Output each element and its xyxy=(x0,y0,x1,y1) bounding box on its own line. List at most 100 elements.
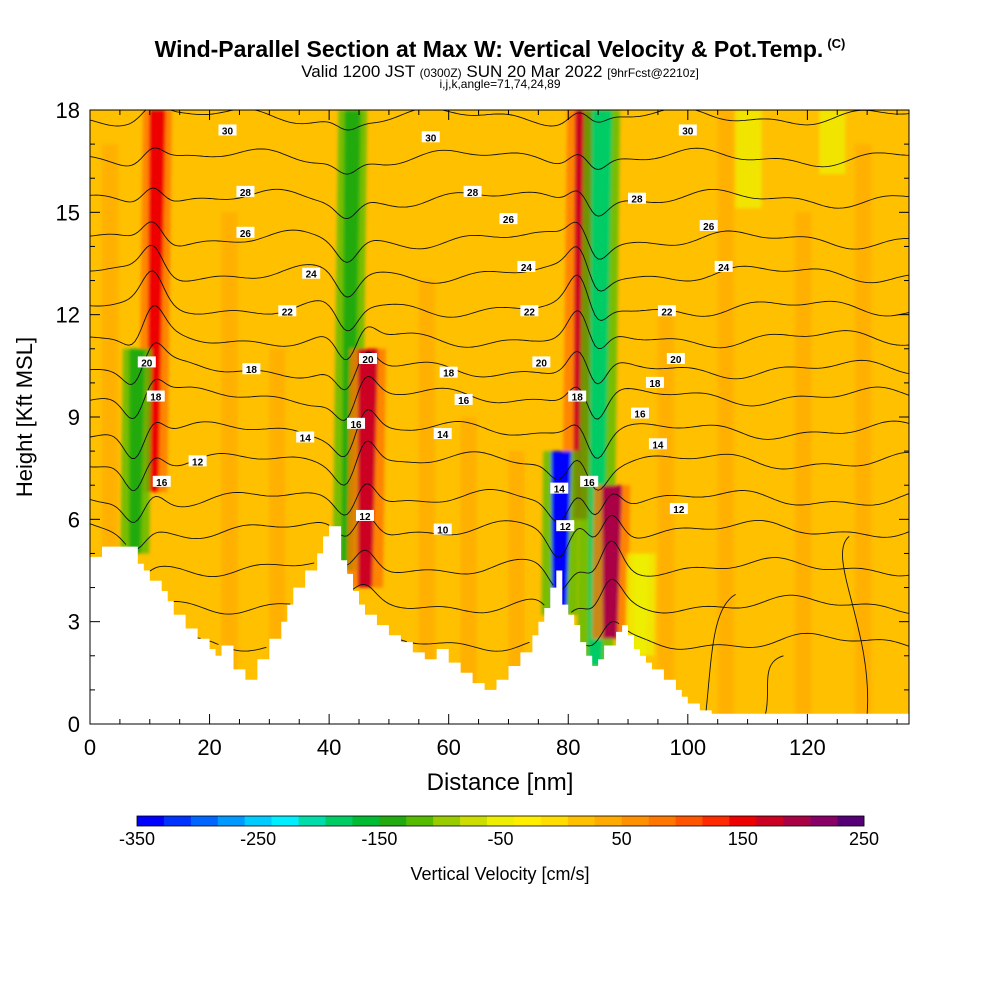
contour-label-bg xyxy=(454,393,473,405)
contour-label-text: 12 xyxy=(560,522,572,533)
field-patch xyxy=(819,110,846,175)
contour-label-text: 28 xyxy=(631,195,643,206)
contour-label-bg xyxy=(347,417,366,429)
contour-label-text: 16 xyxy=(458,396,470,407)
contour-label-text: 16 xyxy=(156,478,168,489)
contour-label-text: 16 xyxy=(350,420,362,431)
contour-label: 18 xyxy=(568,390,587,404)
y-tick-label: 6 xyxy=(68,507,80,532)
contour-label-bg xyxy=(669,503,688,515)
weak_downdraft xyxy=(633,553,650,656)
updraft xyxy=(357,348,378,588)
theta-contour-2 xyxy=(197,620,909,652)
colorbar-tick-label: -350 xyxy=(119,829,155,849)
colorbar-segment xyxy=(783,816,811,826)
field-patch xyxy=(855,144,872,724)
colorbar-tick-label: 150 xyxy=(728,829,758,849)
contour-label: 20 xyxy=(532,356,551,369)
contour-label-bg xyxy=(550,482,569,494)
contour-label-bg xyxy=(699,219,718,231)
contour-label-text: 16 xyxy=(584,478,596,489)
colorbar-tick-label: -50 xyxy=(487,829,513,849)
contour-label-bg xyxy=(433,523,452,535)
contour-label-text: 22 xyxy=(661,307,673,318)
contour-label-text: 18 xyxy=(572,393,584,404)
contour-label-bg xyxy=(648,438,667,450)
contour-label: 24 xyxy=(517,260,536,274)
contour-label-text: 26 xyxy=(503,215,515,226)
y-tick-label: 3 xyxy=(68,610,80,635)
colorbar-segment xyxy=(137,816,165,826)
colorbar-segment xyxy=(406,816,434,826)
contour-label-bg xyxy=(556,520,575,532)
colorbar-segment xyxy=(271,816,299,826)
colorbar-segment xyxy=(648,816,676,826)
colorbar: -350 -250 -150 -50 50 150 250 xyxy=(119,815,879,849)
terrain xyxy=(90,526,909,724)
colorbar-segment xyxy=(487,816,515,826)
field-patch xyxy=(221,212,238,724)
contour-label: 22 xyxy=(278,305,297,318)
colorbar-segment xyxy=(675,816,703,826)
colorbar-segment xyxy=(621,816,649,826)
colorbar-label: Vertical Velocity [cm/s] xyxy=(410,864,589,884)
theta-contour-10 xyxy=(90,483,909,523)
contour-label-bg xyxy=(137,356,156,368)
x-tick-label: 80 xyxy=(556,735,580,760)
y-tick-label: 12 xyxy=(56,303,80,328)
theta-contour-labels: 20 18 16 12 30 28 26 24 22 18 14 16 20 12 30 28 26 24 22 18… xyxy=(137,124,733,537)
colorbar-segment xyxy=(379,816,407,826)
field-patch xyxy=(657,314,674,724)
contour-label-text: 12 xyxy=(192,457,204,468)
contour-label-bg xyxy=(580,475,599,487)
contour-label-text: 28 xyxy=(240,188,252,199)
contour-label-bg xyxy=(666,353,685,365)
theta-contour-vertical xyxy=(705,593,736,714)
y-axis-label: Height [Kft MSL] xyxy=(12,337,37,497)
theta-contour-16 xyxy=(90,375,909,421)
contour-label: 26 xyxy=(699,219,718,233)
subtitle-utc: (0300Z) xyxy=(419,66,462,80)
colorbar-tick-label: 50 xyxy=(612,829,632,849)
colorbar-segment xyxy=(190,816,219,826)
axes: 0 20 40 60 80 100 120 0 3 6 9 12 15 18 xyxy=(56,98,909,760)
x-axis-label: Distance [nm] xyxy=(427,769,574,796)
x-tick-label: 20 xyxy=(197,735,221,760)
contour-label: 12 xyxy=(669,503,688,516)
y-tick-label: 15 xyxy=(56,200,80,225)
colorbar-segment xyxy=(460,816,488,826)
contour-label-text: 14 xyxy=(554,485,566,496)
contour-label: 16 xyxy=(580,475,599,489)
contour-label-text: 30 xyxy=(222,126,234,137)
contour-label-bg xyxy=(517,260,536,272)
contour-label-text: 22 xyxy=(282,307,294,318)
colorbar-segment xyxy=(810,816,838,826)
contour-label-bg xyxy=(627,192,646,204)
contour-label: 16 xyxy=(152,475,171,489)
velocity-field xyxy=(90,110,909,724)
theta-contour-32 xyxy=(90,110,909,131)
chart-title: Wind-Parallel Section at Max W: Vertical… xyxy=(0,36,1000,63)
contour-label-bg xyxy=(439,366,458,378)
contour-label-bg xyxy=(520,305,539,317)
contour-label-text: 14 xyxy=(652,440,664,451)
contour-label-text: 20 xyxy=(536,358,548,369)
colorbar-segment xyxy=(756,816,784,826)
y-tick-label: 0 xyxy=(68,712,80,737)
contour-label-bg xyxy=(188,455,207,467)
theta-contour-vertical xyxy=(765,655,784,714)
contour-label-bg xyxy=(657,305,676,317)
contour-label-text: 20 xyxy=(141,358,153,369)
colorbar-segment xyxy=(217,816,246,826)
contour-label-bg xyxy=(433,428,452,440)
contour-label-bg xyxy=(218,124,237,136)
contour-label: 12 xyxy=(188,455,207,468)
contour-label-bg xyxy=(421,131,440,143)
colorbar-frame xyxy=(136,815,865,827)
contour-label-text: 18 xyxy=(246,365,258,376)
contour-label: 24 xyxy=(302,267,321,281)
colorbar-segment xyxy=(298,816,326,826)
theta-contour-18 xyxy=(90,342,909,391)
y-tick-label: 9 xyxy=(68,405,80,430)
contour-label-bg xyxy=(714,260,733,272)
